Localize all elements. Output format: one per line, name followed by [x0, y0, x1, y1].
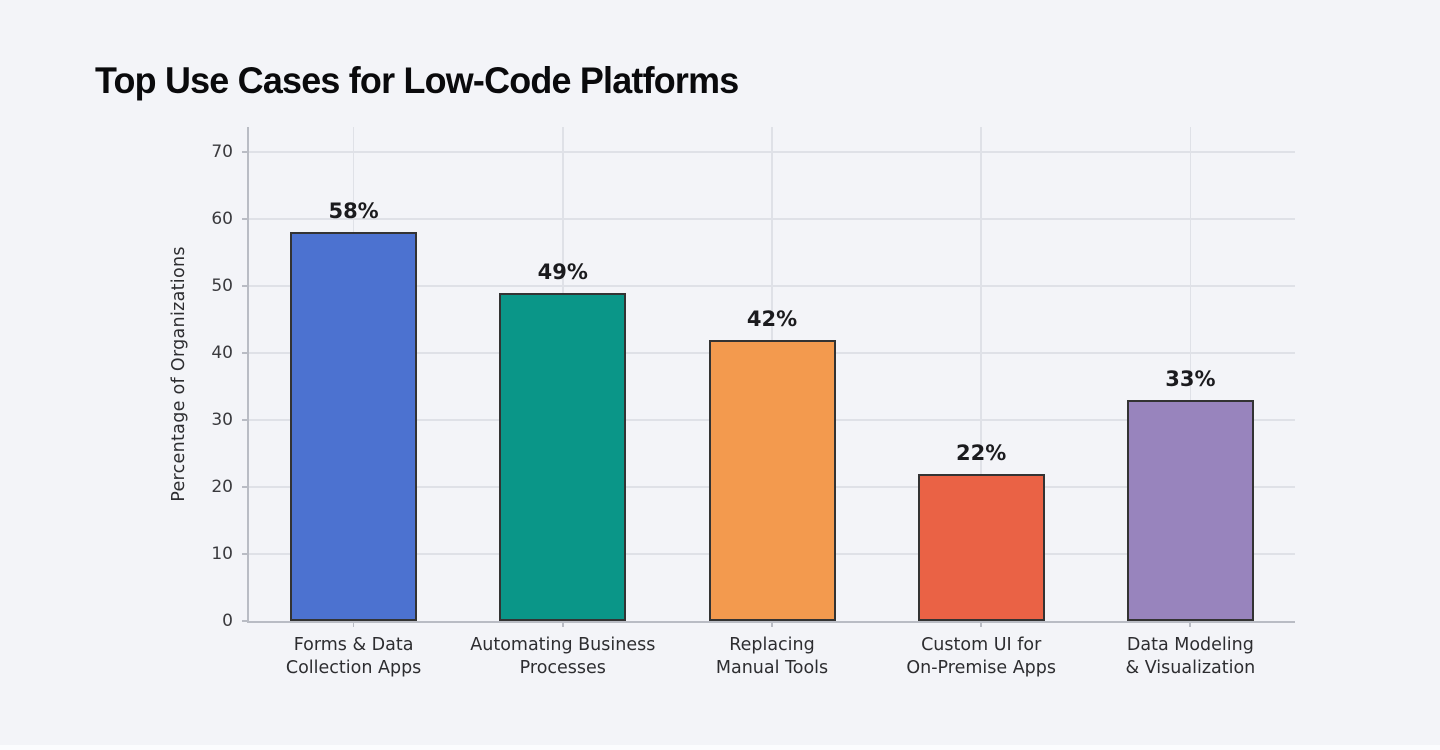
x-tick-mark	[771, 621, 773, 627]
y-tick-mark	[242, 218, 249, 220]
bar-chart-plot-area: Percentage of Organizations 0 10 20 30 40 50 6…	[169, 127, 1295, 678]
x-tick-label: Forms & Data Collection Apps	[285, 635, 422, 679]
y-tick-label: 30	[211, 410, 233, 430]
footer-strip	[0, 745, 1440, 750]
y-tick-label: 10	[211, 544, 233, 564]
y-tick-mark	[242, 151, 249, 153]
bar-2	[499, 292, 627, 621]
y-tick-mark	[242, 285, 249, 287]
bar-value-label: 42%	[746, 306, 798, 331]
chart-title: Top Use Cases for Low-Code Platforms	[95, 60, 739, 101]
y-tick-mark	[242, 486, 249, 488]
x-tick-label: Custom UI for On-Premise Apps	[906, 635, 1057, 679]
bar-value-label: 58%	[328, 199, 379, 224]
x-tick-label: Automating Business Processes	[470, 635, 656, 679]
bar-value-label: 49%	[537, 259, 588, 284]
x-tick-label: Data Modeling & Visualization	[1125, 635, 1256, 679]
y-tick-label: 70	[211, 142, 233, 162]
x-tick-mark	[1189, 621, 1192, 627]
y-tick-label: 50	[211, 276, 233, 296]
x-tick-label: Replacing Manual Tools	[715, 635, 829, 679]
x-tick-mark	[980, 621, 982, 627]
bar-value-label: 22%	[956, 440, 1007, 465]
x-gridline	[1189, 127, 1192, 621]
y-axis-label: Percentage of Organizations	[169, 246, 189, 502]
x-tick-mark	[561, 621, 564, 627]
bar-5	[1126, 399, 1254, 621]
y-tick-mark	[242, 553, 249, 555]
bar-value-label: 33%	[1165, 366, 1216, 391]
y-tick-mark	[242, 352, 249, 354]
x-gridline	[980, 127, 982, 621]
bar-1	[290, 232, 418, 621]
bar-4	[917, 473, 1045, 621]
y-tick-label: 60	[211, 209, 233, 229]
y-tick-label: 40	[211, 343, 233, 363]
y-tick-mark	[242, 419, 249, 421]
y-tick-label: 20	[211, 477, 233, 497]
bar-3	[708, 339, 836, 621]
y-tick-mark	[242, 620, 249, 622]
y-tick-label: 0	[222, 611, 233, 631]
x-tick-mark	[352, 621, 355, 627]
